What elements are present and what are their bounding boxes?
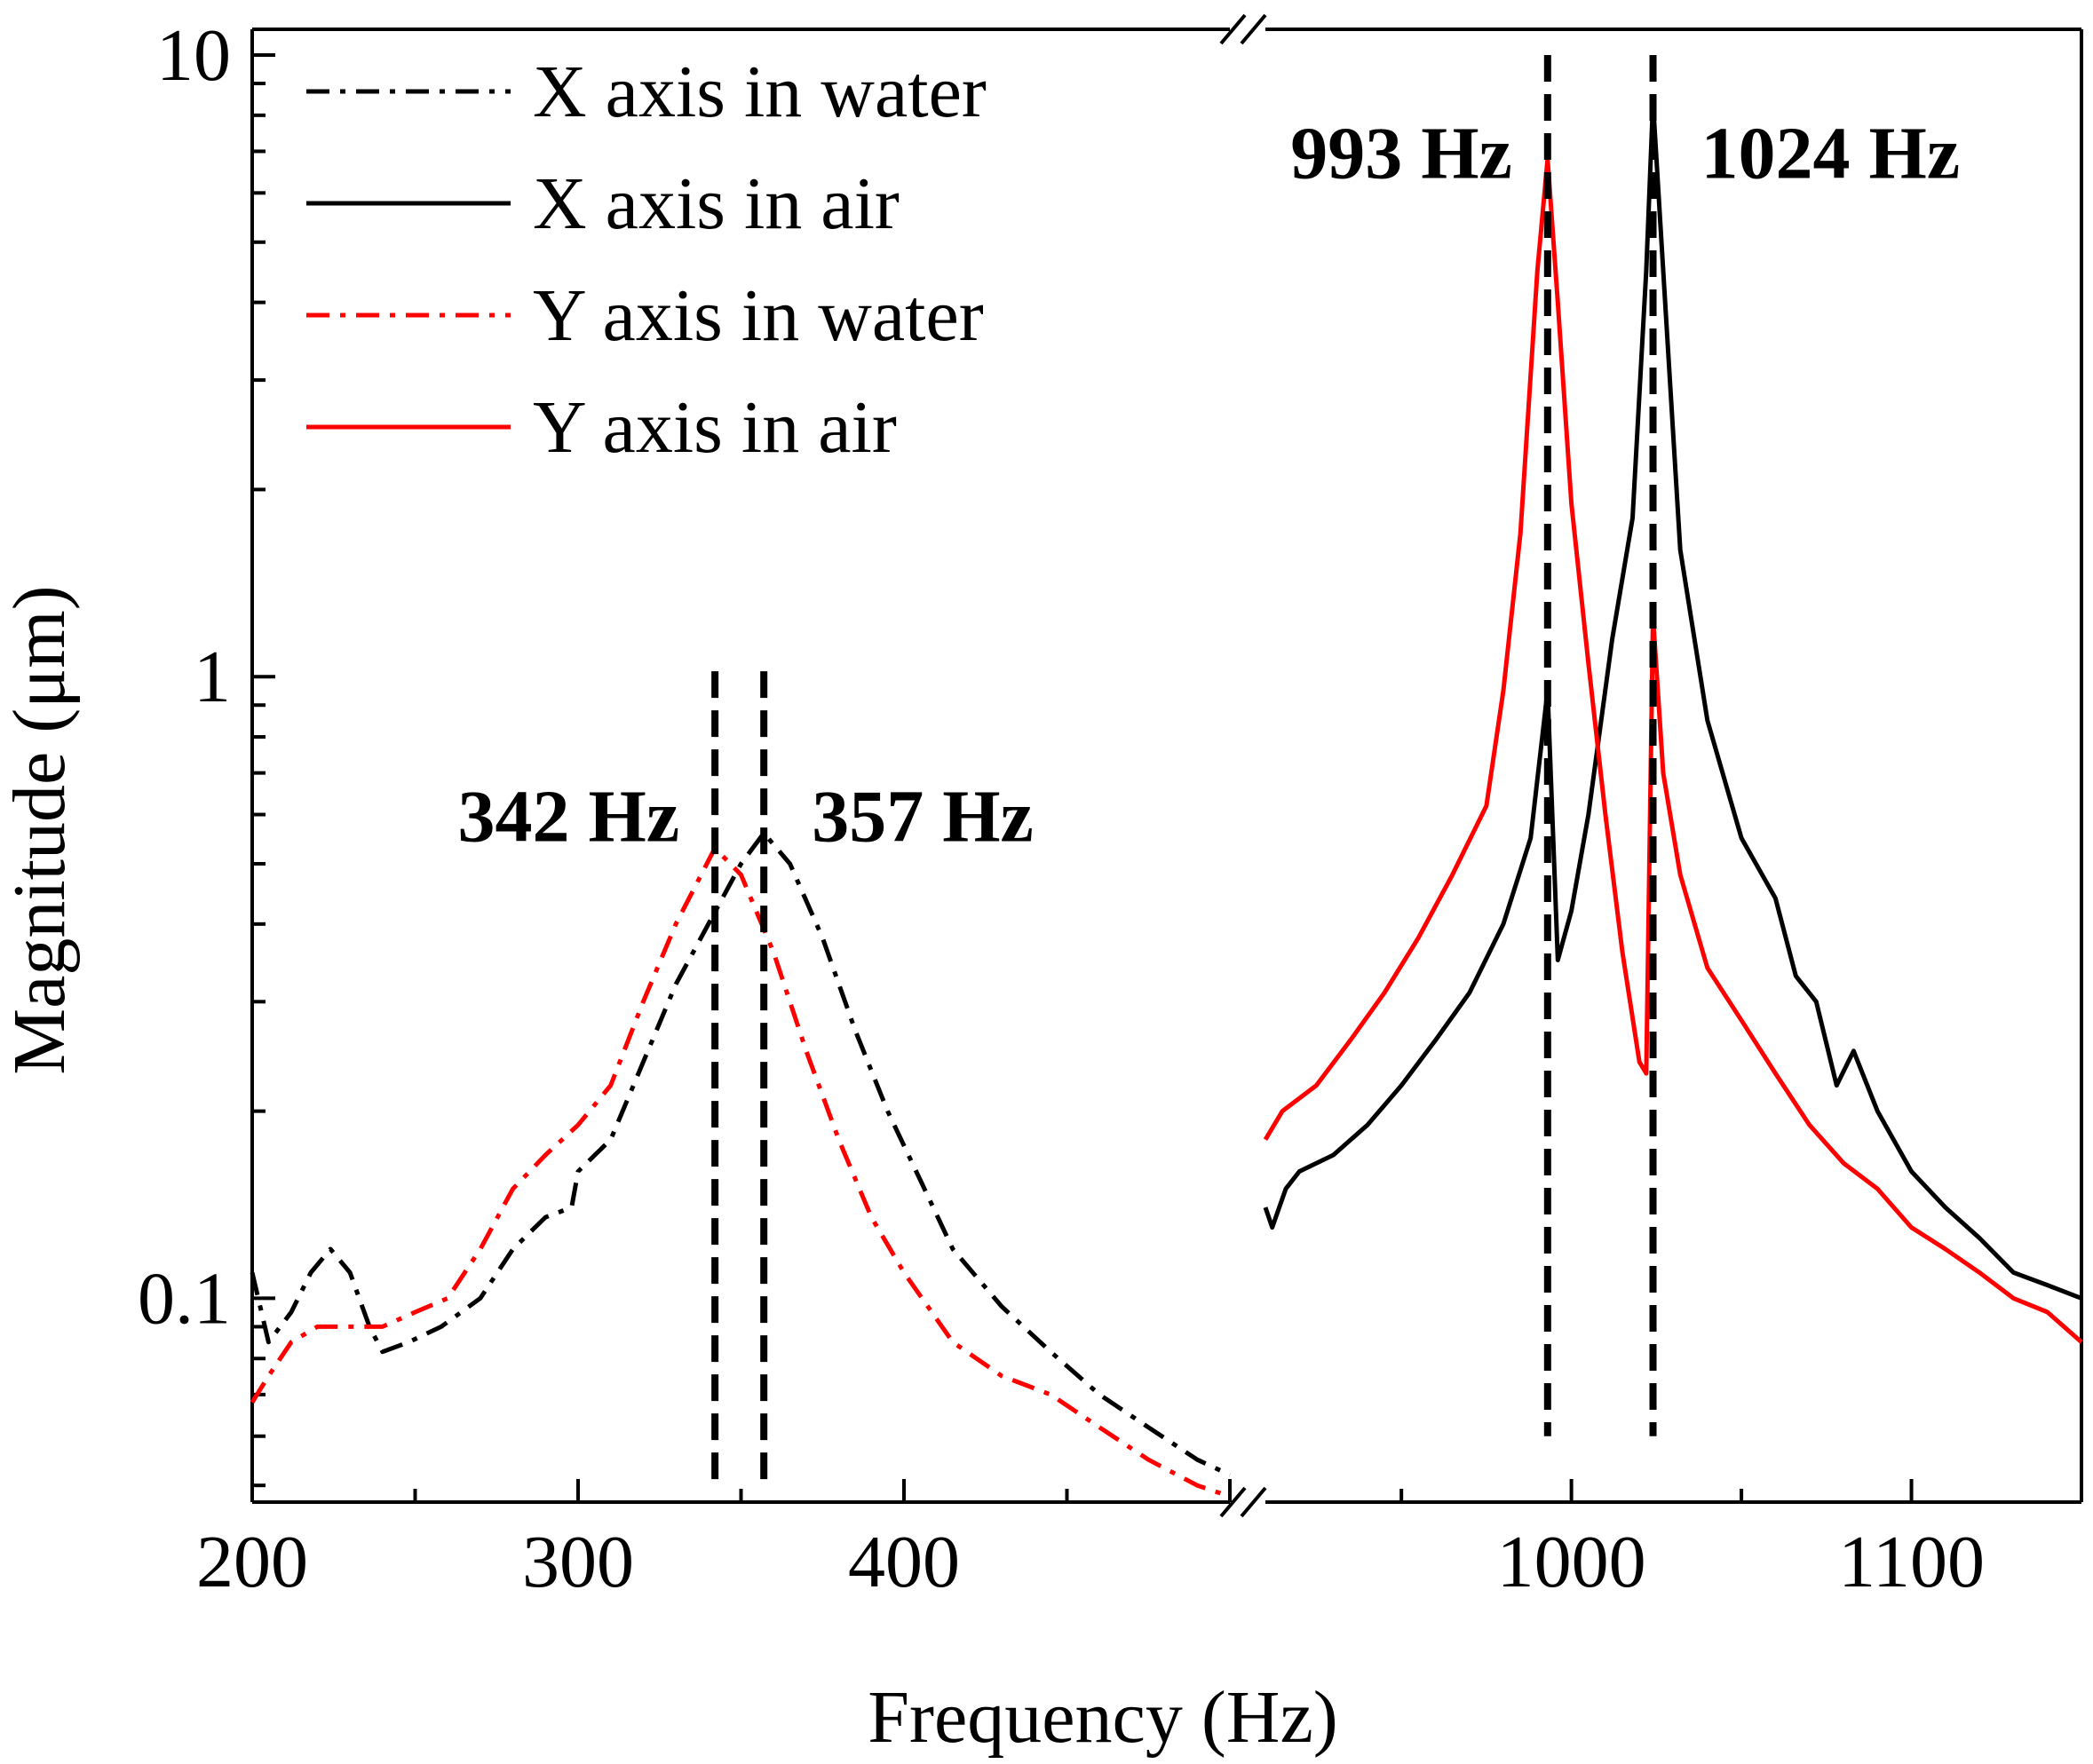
peak-label-993hz: 993 Hz: [1290, 112, 1512, 194]
axis-break-mark-bottom-2: [1240, 1486, 1267, 1518]
peak-label-342hz: 342 Hz: [458, 776, 680, 858]
series-line-x-axis-in-water: [250, 831, 1232, 1477]
y-axis-title: Magnitude (μm): [0, 585, 81, 1074]
data-lines: [250, 99, 2083, 1499]
x-tick-label: 1000: [1497, 1521, 1646, 1603]
series-line-x-axis-in-air: [1263, 99, 2082, 1301]
series-line-y-axis-in-water: [250, 845, 1231, 1499]
y-tick-label: 0.1: [138, 1257, 231, 1340]
annotations: 342 Hz 357 Hz 993 Hz 1024 Hz: [458, 54, 1961, 1486]
axis-break-mark-top-2: [1240, 13, 1267, 45]
legend-label: Y axis in water: [533, 274, 984, 357]
x-axis-title: Frequency (Hz): [868, 1676, 1337, 1759]
x-tick-label: 400: [848, 1521, 960, 1603]
legend-label: X axis in water: [533, 51, 987, 133]
y-tick-label: 1: [194, 636, 231, 718]
axes: 200 300 400 1000 1100 0.1 1 10: [138, 13, 2083, 1603]
x-tick-label: 300: [522, 1521, 634, 1603]
axis-break-mark-top-1: [1219, 13, 1247, 45]
axis-break-mark-bottom-1: [1219, 1486, 1247, 1518]
legend-label: Y axis in air: [533, 386, 897, 469]
peak-label-1024hz: 1024 Hz: [1701, 112, 1961, 194]
y-tick-label: 10: [156, 14, 231, 97]
legend-label: X axis in air: [533, 162, 900, 245]
legend: X axis in water X axis in air Y axis in wa…: [306, 51, 987, 469]
x-tick-label: 200: [196, 1521, 308, 1603]
peak-label-357hz: 357 Hz: [812, 776, 1034, 858]
x-tick-label: 1100: [1838, 1521, 1985, 1603]
series-line-y-axis-in-air: [1263, 156, 2083, 1344]
